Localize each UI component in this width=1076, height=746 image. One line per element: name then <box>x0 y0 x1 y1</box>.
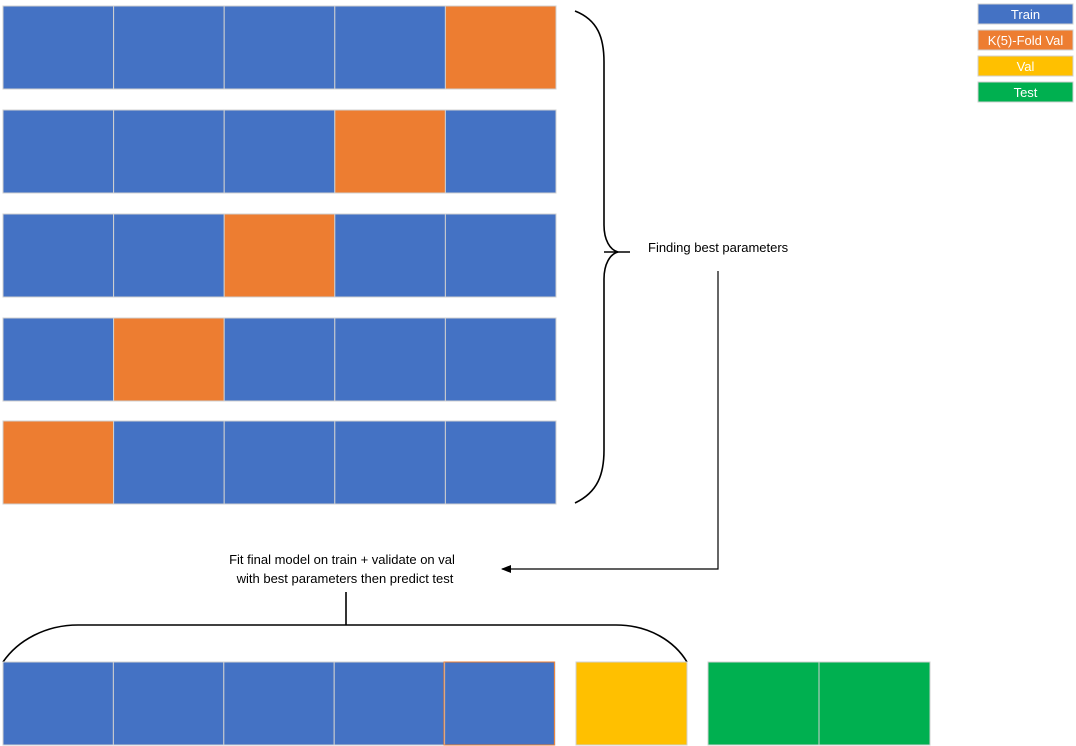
train-cell <box>334 5 446 90</box>
fold-row-5 <box>2 420 557 505</box>
final-test-cell <box>818 661 931 746</box>
legend-label: Val <box>1017 59 1035 74</box>
legend-item-2: K(5)-Fold Val <box>977 29 1074 51</box>
kfold-val-cell <box>2 420 115 505</box>
connector-arrow <box>501 271 719 573</box>
train-cell <box>223 109 336 194</box>
train-cell <box>444 420 557 505</box>
train-cell <box>444 317 557 402</box>
legend-swatch <box>977 29 1074 51</box>
train-cell <box>2 5 115 90</box>
legend-item-4: Test <box>977 81 1074 103</box>
train-cell <box>113 213 225 298</box>
train-cell <box>223 317 336 402</box>
legend-swatch <box>977 81 1074 103</box>
legend-item-1: Train <box>977 3 1074 25</box>
final-test-cell <box>707 661 820 746</box>
train-cell <box>113 109 225 194</box>
fit-final-label-line2: with best parameters then predict test <box>236 571 454 586</box>
kfold-val-cell <box>334 109 446 194</box>
train-cell <box>444 213 557 298</box>
kfold-rows <box>2 5 557 505</box>
legend-label: Test <box>1014 85 1038 100</box>
train-cell <box>334 420 446 505</box>
train-cell <box>2 317 115 402</box>
legend: Train K(5)-Fold Val Val Test <box>977 3 1074 103</box>
final-train-cell <box>333 661 446 746</box>
final-train-cell <box>444 661 556 746</box>
fold-row-1 <box>2 5 557 90</box>
legend-label: K(5)-Fold Val <box>988 33 1064 48</box>
train-cell <box>444 109 557 194</box>
final-val-cell <box>575 661 688 746</box>
fit-final-label-line1: Fit final model on train + validate on v… <box>229 552 455 567</box>
legend-item-3: Val <box>977 55 1074 77</box>
train-cell <box>334 213 446 298</box>
legend-swatch <box>977 55 1074 77</box>
final-row <box>2 661 931 746</box>
train-cell <box>113 420 225 505</box>
fold-row-2 <box>2 109 557 194</box>
final-train-cell <box>112 661 225 746</box>
kfold-val-cell <box>444 5 557 90</box>
fold-row-4 <box>2 317 557 402</box>
folds-brace <box>574 10 619 504</box>
train-cell <box>113 5 225 90</box>
train-cell <box>2 213 115 298</box>
legend-label: Train <box>1011 7 1040 22</box>
kfold-val-cell <box>113 317 225 402</box>
final-train-cell <box>2 661 114 746</box>
final-train-cell-outline <box>443 661 555 746</box>
fold-row-3 <box>2 213 557 298</box>
lower-brace <box>2 624 688 663</box>
train-cell <box>334 317 446 402</box>
finding-best-label: Finding best parameters <box>648 240 789 255</box>
kfold-val-cell <box>223 213 336 298</box>
train-cell <box>223 420 336 505</box>
train-cell <box>223 5 336 90</box>
legend-swatch <box>977 3 1074 25</box>
train-cell <box>2 109 115 194</box>
final-train-cell <box>223 661 335 746</box>
